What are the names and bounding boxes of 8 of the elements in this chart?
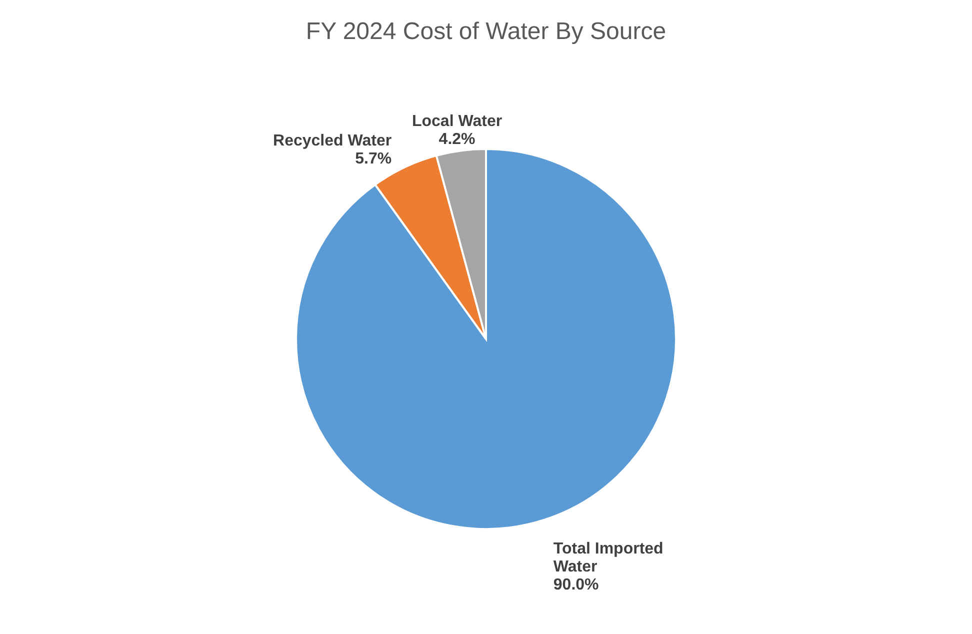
data-label: 4.2% xyxy=(438,130,476,148)
chart-title: FY 2024 Cost of Water By Source xyxy=(306,18,666,45)
slice-label: Recycled Water xyxy=(273,132,392,150)
data-label: 90.0% xyxy=(553,576,599,594)
slice-label: Total Imported Water xyxy=(553,540,664,576)
slice-label: Local Water xyxy=(412,112,502,130)
pie-slice xyxy=(295,148,677,530)
data-label: 5.7% xyxy=(355,150,392,168)
